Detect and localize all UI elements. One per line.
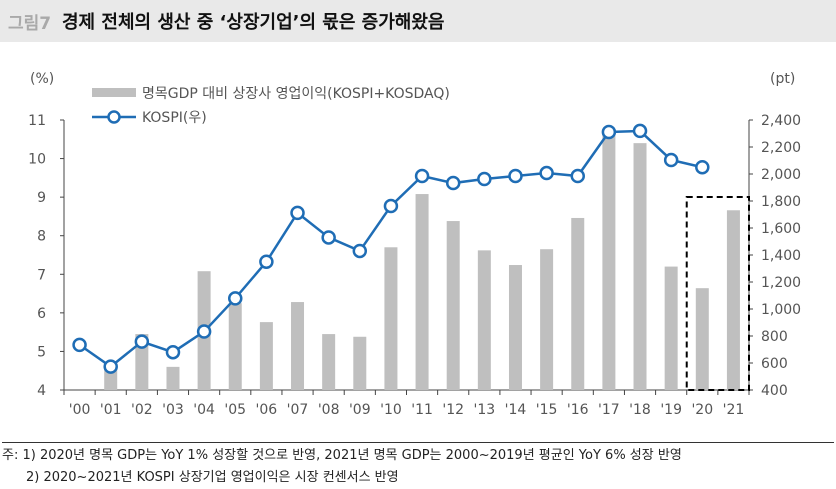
bar: [259, 322, 273, 390]
kospi-point: [695, 160, 710, 175]
right-tick-label: 1,200: [761, 275, 801, 291]
bar: [415, 194, 429, 390]
right-tick-label: 1,400: [761, 248, 801, 264]
bar: [726, 210, 740, 390]
kospi-point: [601, 124, 617, 140]
legend-bar-label: 명목GDP 대비 상장사 영업이익(KOSPI+KOSDAQ): [142, 86, 450, 102]
kospi-point: [539, 165, 554, 181]
bar: [166, 366, 180, 390]
left-tick-label: 5: [37, 344, 46, 360]
x-tick-label: '01: [100, 402, 122, 418]
kospi-point: [632, 123, 648, 139]
x-tick-label: '08: [318, 402, 340, 418]
left-tick-label: 10: [28, 152, 46, 168]
left-tick-label: 6: [37, 306, 46, 322]
kospi-point: [290, 205, 305, 221]
left-tick-label: 9: [37, 190, 46, 206]
footnotes: 주: 1) 2020년 명목 GDP는 YoY 1% 성장할 것으로 반영, 2…: [2, 442, 834, 489]
x-tick-label: '19: [660, 402, 682, 418]
bar: [291, 302, 305, 390]
left-tick-label: 4: [37, 383, 46, 399]
x-tick-label: '05: [224, 402, 246, 418]
bar: [446, 221, 460, 390]
legend-bar-swatch: [92, 88, 136, 97]
kospi-point: [508, 168, 523, 184]
kospi-point: [134, 334, 150, 349]
left-tick-label: 11: [28, 113, 46, 129]
x-tick-label: '21: [723, 402, 745, 418]
x-tick-label: '00: [69, 402, 91, 418]
x-tick-label: '17: [598, 402, 620, 418]
left-axis-unit: (%): [30, 71, 54, 87]
chart: 4 5 6 7 8 9 10 11 400 600 800 1,000 1,200 1,400 1,600 1…: [28, 71, 801, 418]
bar: [477, 250, 491, 390]
kospi-point: [663, 152, 679, 168]
left-tick-label: 7: [37, 267, 46, 283]
footnote-2: 2) 2020~2021년 KOSPI 상장기업 영업이익은 시장 컨센서스 반…: [26, 470, 399, 485]
kospi-point: [103, 359, 118, 374]
bar: [228, 303, 242, 390]
right-tick-label: 2,000: [761, 167, 801, 183]
x-tick-label: '14: [505, 402, 527, 418]
x-tick-label: '16: [567, 402, 589, 418]
right-tick-label: 600: [761, 356, 788, 372]
right-tick-label: 400: [761, 383, 788, 399]
kospi-point: [383, 198, 399, 214]
x-tick-label: '12: [442, 402, 464, 418]
bar: [571, 217, 585, 390]
bar: [353, 336, 367, 390]
kospi-point: [414, 168, 430, 184]
right-tick-label: 1,800: [761, 194, 801, 210]
right-tick-label: 2,200: [761, 140, 801, 156]
x-tick-label: '04: [193, 402, 215, 418]
kospi-point: [259, 254, 274, 269]
kospi-point: [477, 171, 492, 187]
bar: [384, 247, 398, 390]
bar: [322, 334, 336, 390]
highlight-box: [685, 196, 751, 391]
kospi-point: [196, 324, 212, 339]
right-tick-label: 1,600: [761, 221, 801, 237]
x-tick-label: '11: [411, 402, 433, 418]
chart-title: 경제 전체의 생산 중 ‘상장기업’의 몫은 증가해왔음: [62, 12, 445, 33]
right-tick-label: 1,000: [761, 302, 801, 318]
footnote-1: 주: 1) 2020년 명목 GDP는 YoY 1% 성장할 것으로 반영, 2…: [2, 448, 682, 463]
kospi-point: [165, 344, 181, 360]
right-tick-label: 2,400: [761, 113, 801, 129]
x-tick-label: '10: [380, 402, 402, 418]
kospi-point: [445, 175, 461, 191]
x-tick-label: '07: [287, 402, 309, 418]
x-tick-label: '15: [536, 402, 558, 418]
left-tick-label: 8: [37, 229, 46, 245]
x-tick-label: '18: [629, 402, 651, 418]
legend-line-label: KOSPI(우): [142, 110, 207, 126]
figure-label: 그림7: [8, 14, 52, 34]
kospi-point: [570, 168, 585, 184]
right-tick-label: 800: [761, 329, 788, 345]
kospi-point: [72, 337, 87, 353]
bar: [633, 143, 647, 390]
x-tick-label: '02: [131, 402, 153, 418]
kospi-point: [228, 291, 243, 306]
x-tick-label: '03: [162, 402, 184, 418]
x-tick-label: '20: [691, 402, 713, 418]
x-tick-label: '09: [349, 402, 371, 418]
bar: [695, 288, 709, 390]
title-bar: 그림7 경제 전체의 생산 중 ‘상장기업’의 몫은 증가해왔음: [0, 0, 836, 42]
kospi-point: [321, 230, 336, 245]
bar: [664, 266, 678, 390]
legend-line-marker: [107, 110, 121, 124]
bar: [602, 135, 616, 390]
bar: [540, 249, 554, 390]
x-tick-label: '13: [474, 402, 496, 418]
bar: [508, 265, 522, 390]
kospi-point: [352, 243, 368, 259]
x-tick-label: '06: [256, 402, 278, 418]
right-axis-unit: (pt): [770, 71, 795, 87]
